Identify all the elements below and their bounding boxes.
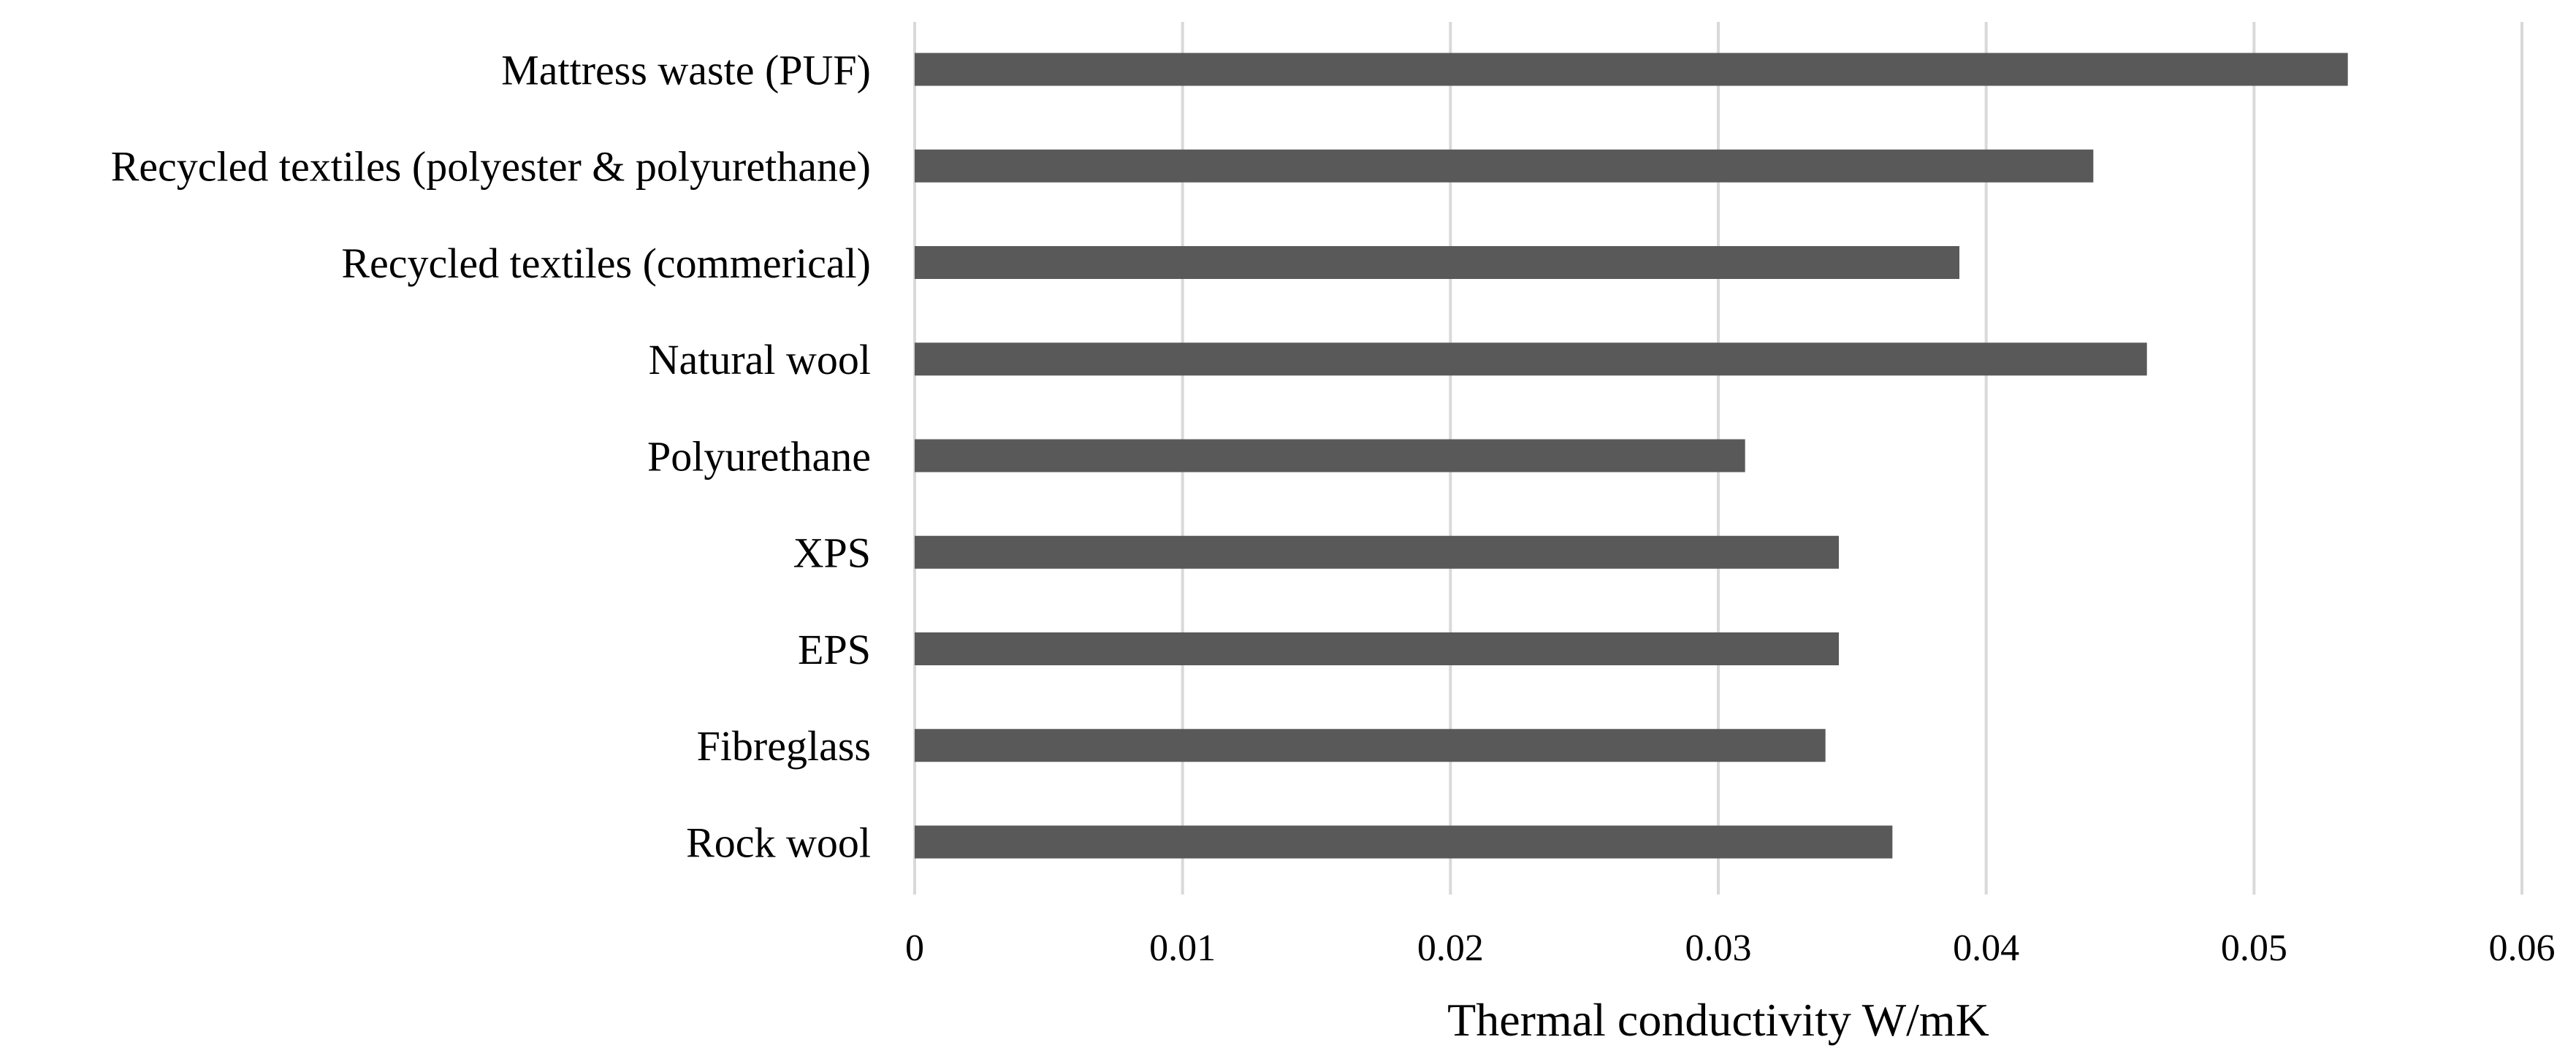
category-label: Rock wool <box>686 819 871 866</box>
x-axis-title: Thermal conductivity W/mK <box>1447 994 1989 1046</box>
bar <box>915 342 2147 376</box>
bar <box>915 246 1959 279</box>
category-label: Polyurethane <box>647 432 871 480</box>
category-label: Mattress waste (PUF) <box>501 46 871 93</box>
bar <box>915 439 1745 472</box>
category-label: Recycled textiles (polyester & polyureth… <box>111 143 871 191</box>
bar <box>915 825 1893 859</box>
category-label: Natural wool <box>649 336 871 383</box>
x-tick-label: 0.05 <box>2221 927 2287 969</box>
bar-layer <box>915 53 2348 859</box>
category-label: XPS <box>793 529 871 577</box>
x-tick-label: 0.01 <box>1149 927 1216 969</box>
bar <box>915 149 2094 183</box>
bar <box>915 53 2348 86</box>
x-tick-label: 0.03 <box>1685 927 1752 969</box>
bar <box>915 535 1839 569</box>
category-label: EPS <box>798 626 871 673</box>
x-tick-label: 0.06 <box>2489 927 2556 969</box>
x-tick-label: 0.02 <box>1417 927 1484 969</box>
x-tick-label: 0 <box>905 927 924 969</box>
x-tick-label: 0.04 <box>1953 927 2019 969</box>
category-label: Recycled textiles (commerical) <box>341 240 871 287</box>
category-label: Fibreglass <box>697 722 871 770</box>
x-axis-ticks: 0 0.01 0.02 0.03 0.04 0.05 0.06 <box>905 927 2556 969</box>
bar <box>915 632 1839 665</box>
bar <box>915 729 1826 762</box>
category-labels: Mattress waste (PUF) Recycled textiles (p… <box>111 46 871 866</box>
